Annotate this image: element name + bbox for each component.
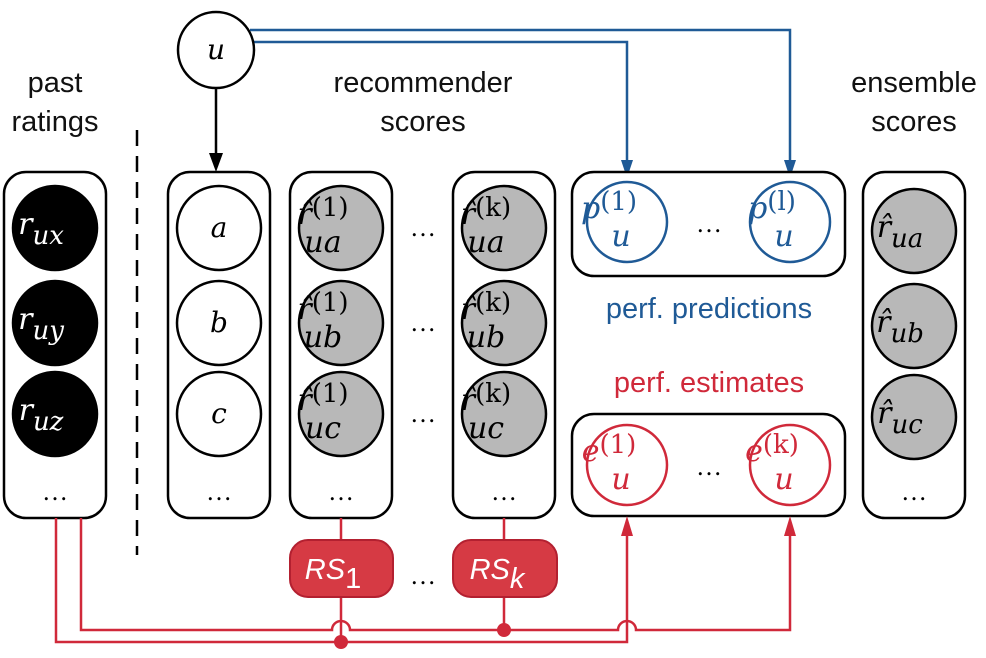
- item-node-label: b: [210, 306, 228, 339]
- recommender-1: [289, 539, 394, 598]
- recommender-scores-label-2: scores: [380, 106, 465, 138]
- prediction-node-circle: [748, 180, 832, 264]
- rsk-score-node: r̂(k) uc: [460, 370, 548, 458]
- ensemble-node-circle: [870, 282, 958, 370]
- arrowhead: [209, 153, 223, 172]
- past-ratings-label-1: past: [28, 67, 83, 99]
- prediction-node-circle: [585, 180, 669, 264]
- item-node-circle: [175, 370, 263, 458]
- ellipsis: …: [410, 561, 436, 590]
- past-rating-node: rux: [11, 184, 99, 272]
- ensemble-node: r̂ub: [870, 282, 958, 370]
- prediction-node: p(1) u: [581, 180, 669, 264]
- ensemble-scores-label-1: ensemble: [851, 67, 977, 99]
- item-node-label: a: [211, 211, 228, 244]
- past-rating-node-label: rux: [18, 207, 64, 251]
- perf-estimates-label: perf. estimates: [614, 367, 804, 399]
- ellipsis: …: [491, 477, 517, 506]
- prediction-node-label: p(l) u: [748, 187, 796, 254]
- ensemble-node-label: r̂ub: [876, 305, 924, 349]
- ellipsis: …: [328, 477, 354, 506]
- past-rating-node: ruz: [11, 370, 99, 458]
- estimate-node: e(1) u: [582, 423, 669, 507]
- red-arrowheads: [621, 516, 796, 536]
- user-node-label: u: [207, 33, 225, 66]
- perf-predictions-label: perf. predictions: [606, 293, 812, 325]
- past-rating-node-circle: [11, 279, 99, 367]
- rs1-score-node-circle: [297, 184, 385, 272]
- rsk-score-node-circle: [460, 370, 548, 458]
- ensemble-node-label: r̂uc: [877, 396, 923, 440]
- recommender-scores-label-1: recommender: [334, 67, 513, 99]
- ensemble-node: r̂ua: [870, 187, 958, 275]
- ellipsis: …: [410, 399, 436, 428]
- item-node-label: c: [211, 397, 227, 430]
- ellipsis: …: [696, 209, 722, 238]
- rs1-score-node-circle: [297, 370, 385, 458]
- ellipsis: …: [901, 477, 927, 506]
- rs1-score-node-label: r̂(1) uc: [297, 379, 348, 446]
- past-rating-node-label: ruz: [19, 393, 64, 437]
- rs1-score-node: r̂(1) uc: [297, 370, 385, 458]
- user-node: u: [176, 10, 256, 90]
- item-node: a: [175, 184, 263, 272]
- rsk-score-node-circle: [460, 184, 548, 272]
- past-ratings-label-2: ratings: [11, 106, 98, 138]
- rsk-score-node: r̂(k) ua: [460, 184, 548, 272]
- ellipsis: …: [206, 477, 232, 506]
- ellipsis: …: [410, 308, 436, 337]
- rsk-score-node: r̂(k) ub: [460, 279, 548, 367]
- prediction-node: p(l) u: [748, 180, 832, 264]
- item-node: c: [175, 370, 263, 458]
- rs1-label: RS1: [305, 554, 361, 595]
- rsk-score-node-label: r̂(k) ua: [461, 193, 511, 260]
- junction-dot: [497, 623, 511, 637]
- estimate-node-circle: [748, 423, 832, 507]
- past-rating-node: ruy: [11, 279, 99, 367]
- rs1-score-node-label: r̂(1) ua: [297, 193, 348, 260]
- rsk-score-node-label: r̂(k) ub: [461, 288, 511, 355]
- prediction-node-label: p(1) u: [581, 187, 637, 254]
- rsk-score-node-label: r̂(k) uc: [461, 379, 511, 446]
- ensemble-node-circle: [870, 187, 958, 275]
- past-rating-node-circle: [11, 370, 99, 458]
- past-rating-node-circle: [11, 184, 99, 272]
- estimate-node-label: e(k) u: [745, 430, 799, 497]
- ensemble-scores-label-2: scores: [871, 106, 956, 138]
- junction-dot: [334, 635, 348, 649]
- item-node-circle: [175, 184, 263, 272]
- item-node: b: [175, 279, 263, 367]
- recommender-k: [452, 539, 558, 598]
- ellipsis: …: [42, 477, 68, 506]
- estimate-node-label: e(1) u: [582, 430, 637, 497]
- rsk-score-node-circle: [460, 279, 548, 367]
- estimate-node-circle: [585, 423, 669, 507]
- ellipsis: …: [410, 213, 436, 242]
- rs1-score-node-circle: [297, 279, 385, 367]
- ensemble-node: r̂uc: [870, 373, 958, 461]
- rs1-score-node-label: r̂(1) ub: [297, 288, 348, 355]
- past-rating-node-label: ruy: [18, 302, 64, 346]
- rs1-score-node: r̂(1) ua: [297, 184, 385, 272]
- prediction-wires: [250, 28, 792, 168]
- ellipsis: …: [696, 452, 722, 481]
- item-node-circle: [175, 279, 263, 367]
- estimate-node: e(k) u: [745, 423, 832, 507]
- ensemble-node-label: r̂ua: [877, 210, 924, 254]
- rs1-score-node: r̂(1) ub: [297, 279, 385, 367]
- ensemble-node-circle: [870, 373, 958, 461]
- user-node-circle: [176, 10, 256, 90]
- rsk-label: RSk: [470, 554, 526, 595]
